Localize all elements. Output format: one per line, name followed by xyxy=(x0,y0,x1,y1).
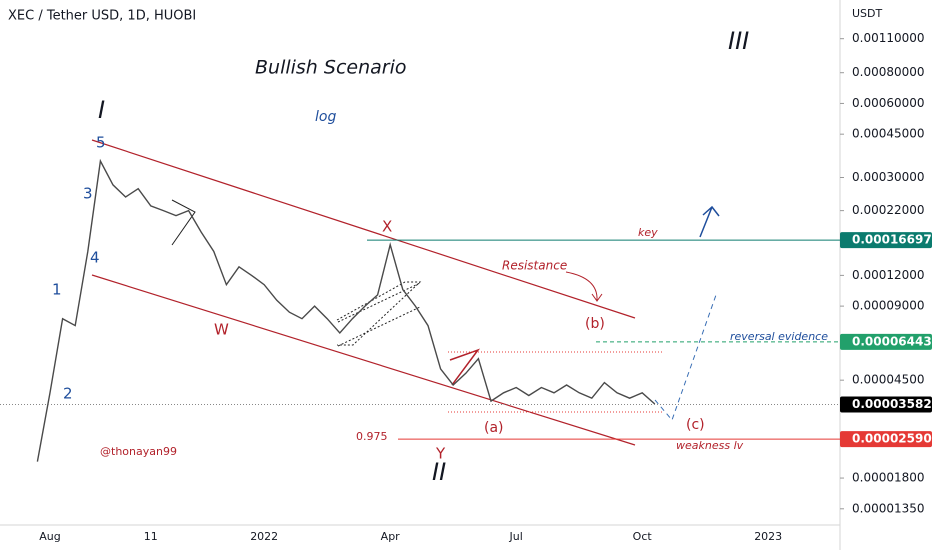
price-label-box xyxy=(840,232,932,249)
annotation: 5 xyxy=(96,134,106,152)
annotation: 4 xyxy=(90,249,100,267)
triangle-red xyxy=(449,348,481,386)
annotation: (c) xyxy=(686,417,705,433)
annotation: Bullish Scenario xyxy=(255,57,407,79)
annotation: II xyxy=(432,458,446,486)
annotation: Y xyxy=(435,445,446,463)
annotation: log xyxy=(315,109,336,125)
annotations: Bullish Scenario log III I II 5 3 4 1 2 … xyxy=(52,27,828,486)
channel-lower xyxy=(91,274,636,446)
y-tick-label: 0.00022000 xyxy=(852,203,925,217)
annotation: 3 xyxy=(83,185,93,203)
arrow-up xyxy=(699,205,720,238)
y-tick-label: 0.00009000 xyxy=(852,299,925,313)
y-tick-label: 0.00030000 xyxy=(852,170,925,184)
annotation: Resistance xyxy=(502,259,567,273)
annotation: (b) xyxy=(585,316,605,332)
y-tick-label: 0.00060000 xyxy=(852,96,925,110)
annotation: reversal evidence xyxy=(730,330,828,343)
annotation: X xyxy=(382,218,392,236)
y-tick-label: 0.00110000 xyxy=(852,31,925,45)
annotation: key xyxy=(638,226,658,239)
flag-top xyxy=(337,282,421,323)
price-label: 0.00002590 xyxy=(852,432,932,446)
arrow-resistance xyxy=(565,271,598,301)
y-tick-label: 0.00012000 xyxy=(852,268,925,282)
annotation: I xyxy=(98,96,105,124)
price-label: 0.00003582 xyxy=(852,397,932,411)
annotation: (a) xyxy=(484,420,504,436)
y-tick-label: 0.00001350 xyxy=(852,501,925,515)
annotation: weakness lv xyxy=(676,439,744,452)
flag xyxy=(336,281,422,346)
drawings xyxy=(91,139,720,446)
annotation: W xyxy=(214,321,229,339)
annotation: III xyxy=(728,27,749,55)
chart-title: XEC / Tether USD, 1D, HUOBI xyxy=(8,9,196,24)
price-line xyxy=(36,158,656,462)
annotation: @thonayan99 xyxy=(100,445,177,458)
annotation: 2 xyxy=(63,385,73,403)
price-label: 0.00016697 xyxy=(852,233,932,247)
x-tick-label: Jul xyxy=(509,530,523,543)
y-axis-label: USDT xyxy=(852,7,883,20)
x-tick-label: 11 xyxy=(144,530,158,543)
x-tick-label: 2022 xyxy=(250,530,278,543)
y-tick-label: 0.00001800 xyxy=(852,471,925,485)
arrow-head xyxy=(591,293,603,302)
y-tick-label: 0.00080000 xyxy=(852,65,925,79)
price-label-box xyxy=(840,396,932,413)
price-label: 0.00006443 xyxy=(852,334,932,348)
x-tick-label: Apr xyxy=(381,530,401,543)
annotation: 0.975 xyxy=(356,430,388,443)
y-tick-label: 0.00045000 xyxy=(852,127,925,141)
channel-upper xyxy=(91,139,636,319)
y-tick-label: 0.00004500 xyxy=(852,373,925,387)
price-label-box xyxy=(840,431,932,448)
annotation: 1 xyxy=(52,281,62,299)
x-tick-label: Aug xyxy=(39,530,60,543)
price-label-box xyxy=(840,333,932,350)
x-tick-label: Oct xyxy=(633,530,653,543)
triangle xyxy=(171,199,196,246)
x-tick-label: 2023 xyxy=(754,530,782,543)
flag-bottom xyxy=(337,306,421,347)
